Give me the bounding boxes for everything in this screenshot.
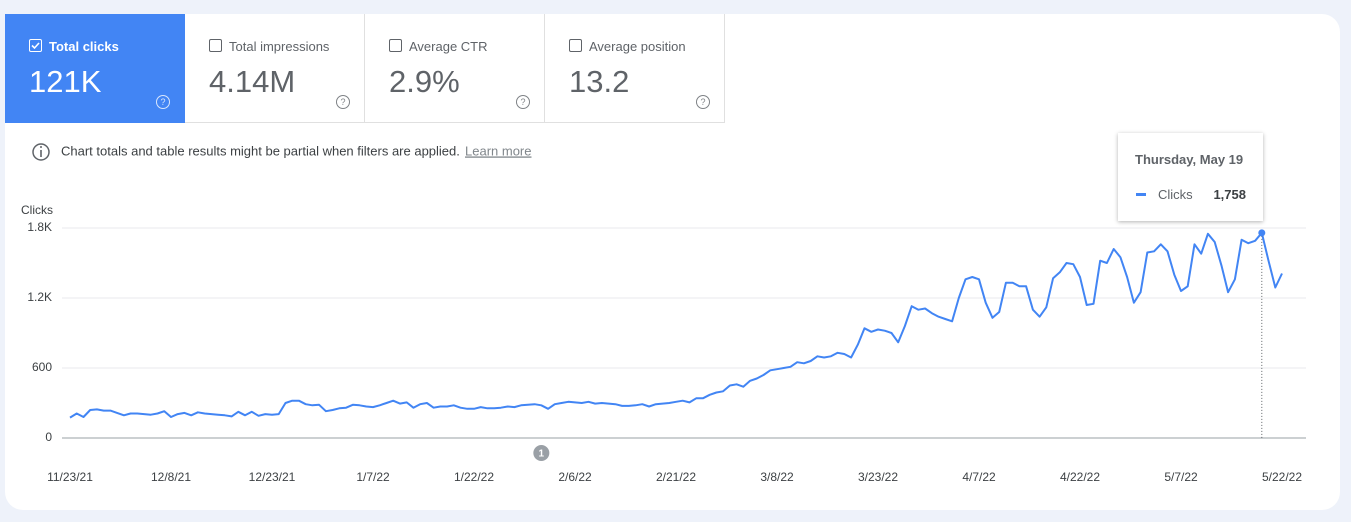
metric-label: Average CTR — [409, 39, 488, 54]
help-icon: ? — [696, 95, 710, 109]
x-tick-label: 1/7/22 — [356, 470, 390, 484]
x-tick-label: 5/7/22 — [1164, 470, 1198, 484]
help-icon: ? — [516, 95, 530, 109]
checkbox[interactable] — [209, 39, 222, 52]
annotation-marker[interactable] — [533, 445, 550, 461]
x-tick-label: 1/22/22 — [454, 470, 494, 484]
line-series — [69, 231, 1283, 419]
metric-tab[interactable]: Total clicks 121K? — [5, 14, 185, 123]
x-tick-label: 2/6/22 — [558, 470, 592, 484]
x-tick-label: 2/21/22 — [656, 470, 696, 484]
help-icon: ? — [156, 95, 170, 109]
x-tick-label: 3/23/22 — [858, 470, 898, 484]
info-icon-dot — [40, 146, 42, 148]
tooltip-title: Thursday, May 19 — [1135, 152, 1244, 167]
metric-value: 121K — [29, 64, 102, 99]
metric-tab[interactable]: Total impressions 4.14M? — [185, 14, 365, 123]
metric-value: 2.9% — [389, 64, 460, 99]
metric-label: Total impressions — [229, 39, 330, 54]
x-tick-label: 11/23/21 — [47, 470, 93, 484]
notice-text: Chart totals and table results might be … — [61, 143, 460, 158]
metric-value: 4.14M — [209, 64, 296, 99]
performance-card: Total clicks 121K? Total impressions 4.14M?… — [5, 14, 1340, 510]
tooltip-series: Clicks — [1158, 187, 1193, 202]
metric-tab[interactable]: Average CTR 2.9%? — [365, 14, 545, 123]
x-tick-label: 12/8/21 — [151, 470, 191, 484]
tooltip: Thursday, May 19 Clicks 1,758 — [1118, 133, 1263, 221]
annotation-label: 1 — [539, 449, 545, 460]
y-tick-label: 1.2K — [27, 290, 52, 304]
x-tick-label: 12/23/21 — [249, 470, 296, 484]
hover-point — [1258, 229, 1266, 237]
y-tick-label: 600 — [32, 360, 52, 374]
x-tick-label: 3/8/22 — [760, 470, 794, 484]
y-tick-label: 0 — [45, 430, 52, 444]
x-tick-label: 4/22/22 — [1060, 470, 1100, 484]
metric-label: Total clicks — [49, 39, 119, 54]
metric-tab[interactable]: Average position 13.2? — [545, 14, 725, 123]
checkbox[interactable] — [389, 39, 402, 52]
metric-label: Average position — [589, 39, 686, 54]
checkbox[interactable] — [29, 39, 42, 52]
tooltip-value: 1,758 — [1213, 187, 1246, 202]
x-tick-label: 5/22/22 — [1262, 470, 1302, 484]
tooltip-swatch — [1136, 193, 1146, 196]
learn-more-link[interactable]: Learn more — [465, 143, 531, 158]
help-icon: ? — [336, 95, 350, 109]
checkbox[interactable] — [569, 39, 582, 52]
y-axis-label: Clicks — [21, 203, 53, 217]
y-tick-label: 1.8K — [27, 220, 52, 234]
info-icon — [32, 143, 50, 161]
metric-value: 13.2 — [569, 64, 630, 99]
x-tick-label: 4/7/22 — [962, 470, 996, 484]
